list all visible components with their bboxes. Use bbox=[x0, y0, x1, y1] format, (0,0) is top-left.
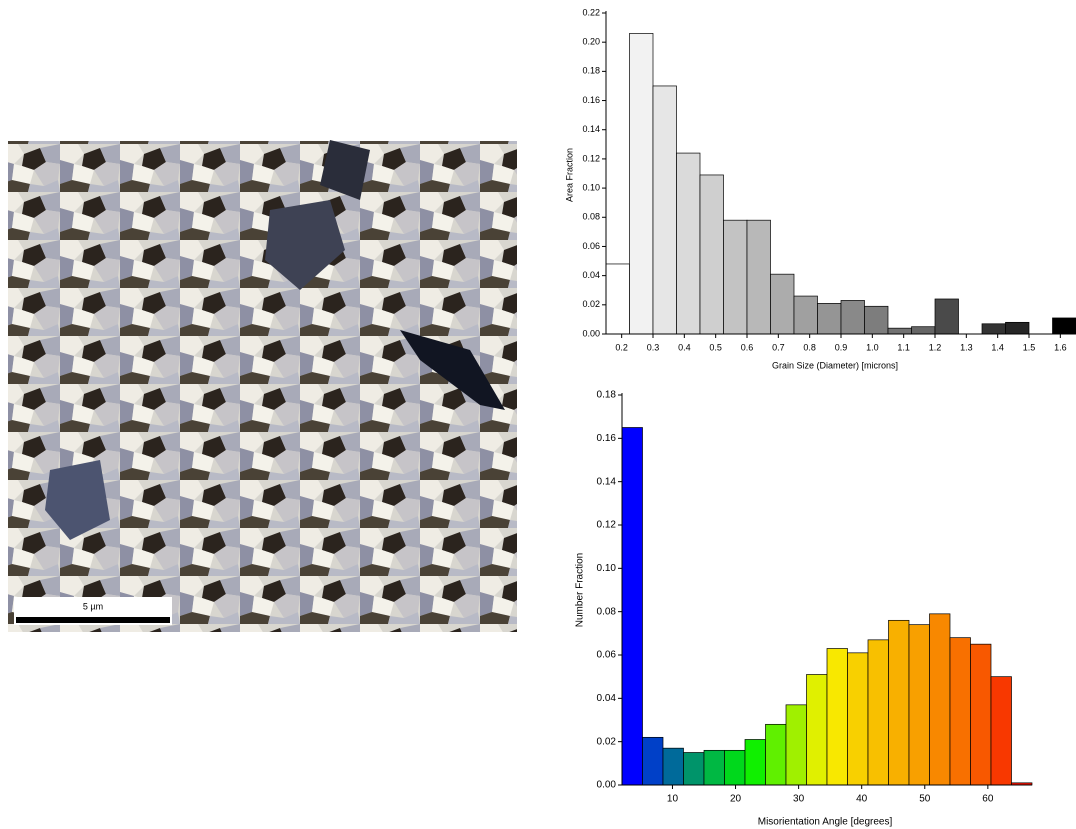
y-tick-label: 0.08 bbox=[597, 606, 617, 617]
x-tick-label: 1.6 bbox=[1054, 342, 1067, 352]
grain bbox=[400, 330, 505, 410]
y-tick-label: 0.04 bbox=[597, 693, 617, 704]
x-tick-label: 1.0 bbox=[866, 342, 879, 352]
micrograph: 5 µm bbox=[8, 140, 517, 632]
x-tick-label: 10 bbox=[667, 794, 679, 805]
y-tick-label: 0.18 bbox=[597, 390, 617, 401]
y-tick-label: 0.16 bbox=[597, 433, 617, 444]
grain-map bbox=[8, 141, 517, 632]
y-tick-label: 0.00 bbox=[582, 328, 600, 338]
bar bbox=[949, 637, 971, 786]
x-tick-label: 0.5 bbox=[709, 342, 722, 352]
bar bbox=[817, 303, 842, 335]
x-tick-label: 50 bbox=[919, 794, 931, 805]
x-tick-label: 40 bbox=[856, 794, 868, 805]
bar bbox=[981, 323, 1006, 335]
x-axis-label: Grain Size (Diameter) [microns] bbox=[772, 360, 898, 370]
bar bbox=[746, 219, 771, 335]
histogram-chart: 0.00 0.02 0.04 0.06 0.08 0.10 0.12 0.14 0.16 0.18… bbox=[575, 390, 1033, 828]
y-tick-label: 0.00 bbox=[597, 780, 617, 791]
histogram-chart: 0.00 0.02 0.04 0.06 0.08 0.10 0.12 0.14 0.16 0.18… bbox=[564, 7, 1076, 370]
x-tick-label: 30 bbox=[793, 794, 805, 805]
y-tick-label: 0.12 bbox=[582, 153, 600, 163]
y-tick-label: 0.06 bbox=[597, 650, 617, 661]
bar bbox=[867, 639, 889, 786]
bar bbox=[621, 427, 643, 786]
bar bbox=[770, 273, 795, 335]
y-tick-label: 0.12 bbox=[597, 520, 617, 531]
y-axis-label: Number Fraction bbox=[575, 553, 586, 627]
x-tick-label: 0.8 bbox=[803, 342, 816, 352]
bar bbox=[847, 652, 869, 786]
bar bbox=[1052, 317, 1076, 335]
x-axis-label: Misorientation Angle [degrees] bbox=[758, 817, 893, 828]
bar bbox=[744, 739, 766, 786]
x-tick-label: 0.2 bbox=[615, 342, 628, 352]
bar bbox=[703, 749, 725, 786]
x-tick-label: 0.9 bbox=[835, 342, 848, 352]
bar bbox=[929, 613, 951, 786]
y-tick-label: 0.16 bbox=[582, 95, 600, 105]
bar bbox=[676, 152, 701, 335]
bar bbox=[911, 326, 936, 335]
x-tick-label: 1.1 bbox=[897, 342, 910, 352]
x-tick-label: 20 bbox=[730, 794, 742, 805]
y-tick-label: 0.02 bbox=[597, 736, 617, 747]
bar bbox=[723, 219, 748, 335]
bar bbox=[888, 619, 910, 786]
x-tick-label: 0.7 bbox=[772, 342, 785, 352]
grain bbox=[265, 200, 345, 290]
x-tick-label: 0.6 bbox=[741, 342, 754, 352]
y-tick-label: 0.22 bbox=[582, 7, 600, 17]
x-tick-label: 1.4 bbox=[991, 342, 1004, 352]
bar bbox=[934, 298, 959, 335]
y-tick-label: 0.06 bbox=[582, 241, 600, 251]
bar bbox=[765, 723, 787, 786]
bar bbox=[662, 747, 684, 786]
bar bbox=[642, 736, 664, 786]
bar bbox=[990, 676, 1012, 786]
bar bbox=[724, 749, 746, 786]
bar bbox=[826, 648, 848, 786]
y-tick-label: 0.20 bbox=[582, 37, 600, 47]
x-tick-label: 0.3 bbox=[647, 342, 660, 352]
bar bbox=[806, 674, 828, 786]
y-tick-label: 0.14 bbox=[582, 124, 600, 134]
y-tick-label: 0.10 bbox=[582, 182, 600, 192]
grain bbox=[45, 460, 110, 540]
x-tick-label: 1.3 bbox=[960, 342, 973, 352]
bar bbox=[864, 305, 889, 335]
bar bbox=[605, 263, 630, 335]
bar bbox=[908, 624, 930, 786]
x-tick-label: 0.4 bbox=[678, 342, 691, 352]
bar bbox=[887, 327, 912, 335]
bar bbox=[683, 752, 705, 786]
y-tick-label: 0.04 bbox=[582, 270, 600, 280]
y-tick-label: 0.14 bbox=[597, 476, 617, 487]
y-tick-label: 0.10 bbox=[597, 563, 617, 574]
x-tick-label: 1.5 bbox=[1023, 342, 1036, 352]
bar bbox=[629, 33, 654, 335]
scale-bar-label: 5 µm bbox=[83, 601, 103, 611]
y-tick-label: 0.08 bbox=[582, 212, 600, 222]
bar bbox=[840, 300, 865, 335]
bar bbox=[652, 85, 677, 335]
bar bbox=[1005, 321, 1030, 335]
y-axis-label: Area Fraction bbox=[564, 148, 574, 202]
x-tick-label: 1.2 bbox=[929, 342, 942, 352]
bar bbox=[793, 295, 818, 335]
scale-bar bbox=[16, 617, 170, 623]
x-tick-label: 60 bbox=[982, 794, 994, 805]
grain bbox=[320, 140, 370, 200]
bar bbox=[699, 174, 724, 335]
y-tick-label: 0.18 bbox=[582, 66, 600, 76]
bar bbox=[785, 704, 807, 786]
bar bbox=[970, 643, 992, 786]
y-tick-label: 0.02 bbox=[582, 299, 600, 309]
